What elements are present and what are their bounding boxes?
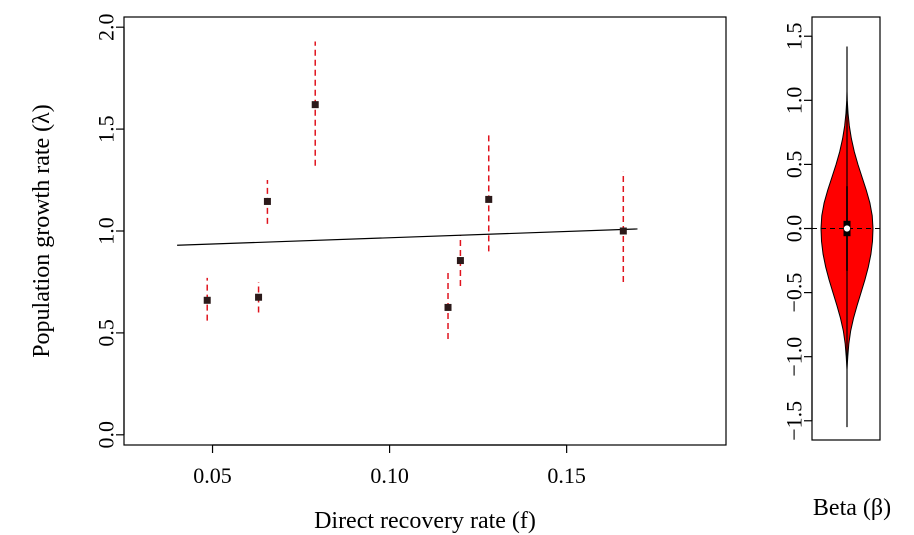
- data-point: [444, 303, 452, 311]
- scatter-y-axis: 0.0 0.5 1.0 1.5 2.0: [94, 13, 125, 449]
- violin-y-tick-label: 1.0: [782, 87, 807, 115]
- scatter-x-tick-label: 0.05: [193, 463, 232, 488]
- violin-median-point: [843, 225, 851, 232]
- scatter-y-tick-label: 0.5: [94, 319, 119, 347]
- scatter-plot-frame: [123, 16, 727, 446]
- data-point: [485, 195, 493, 203]
- violin-y-axis: −1.5 −1.0 −0.5 0.0 0.5 1.0 1.5: [782, 22, 813, 441]
- scatter-x-axis-title: Direct recovery rate (f): [314, 508, 536, 534]
- scatter-panel: 0.05 0.10 0.15 0.0 0.5 1.0 1.5 2.0 Direct reco…: [29, 13, 727, 534]
- scatter-y-tick-label: 0.0: [94, 421, 119, 449]
- data-point: [255, 293, 263, 301]
- scatter-x-tick-label: 0.10: [370, 463, 409, 488]
- data-point: [311, 101, 319, 109]
- violin-y-tick-label: −1.0: [782, 337, 807, 377]
- violin-y-tick-label: 1.5: [782, 22, 807, 50]
- data-point: [263, 197, 271, 205]
- error-bars: [206, 41, 625, 340]
- data-point: [456, 257, 464, 265]
- violin-panel: −1.5 −1.0 −0.5 0.0 0.5 1.0 1.5 Beta (β): [782, 16, 891, 521]
- violin-y-tick-label: −1.5: [782, 401, 807, 441]
- scatter-y-axis-title: Population growth rate (λ): [29, 104, 55, 358]
- data-point: [203, 296, 211, 304]
- violin-y-tick-label: −0.5: [782, 273, 807, 313]
- scatter-y-tick-label: 1.5: [94, 115, 119, 143]
- data-points: [203, 101, 627, 311]
- scatter-x-tick-label: 0.15: [547, 463, 586, 488]
- violin-y-tick-label: 0.0: [782, 215, 807, 243]
- regression-line: [177, 228, 638, 246]
- scatter-y-tick-label: 1.0: [94, 217, 119, 245]
- violin-x-axis-title: Beta (β): [813, 495, 891, 521]
- scatter-y-tick-label: 2.0: [94, 13, 119, 41]
- violin-y-tick-label: 0.5: [782, 151, 807, 179]
- scatter-x-axis: 0.05 0.10 0.15: [193, 444, 586, 488]
- data-point: [619, 227, 627, 235]
